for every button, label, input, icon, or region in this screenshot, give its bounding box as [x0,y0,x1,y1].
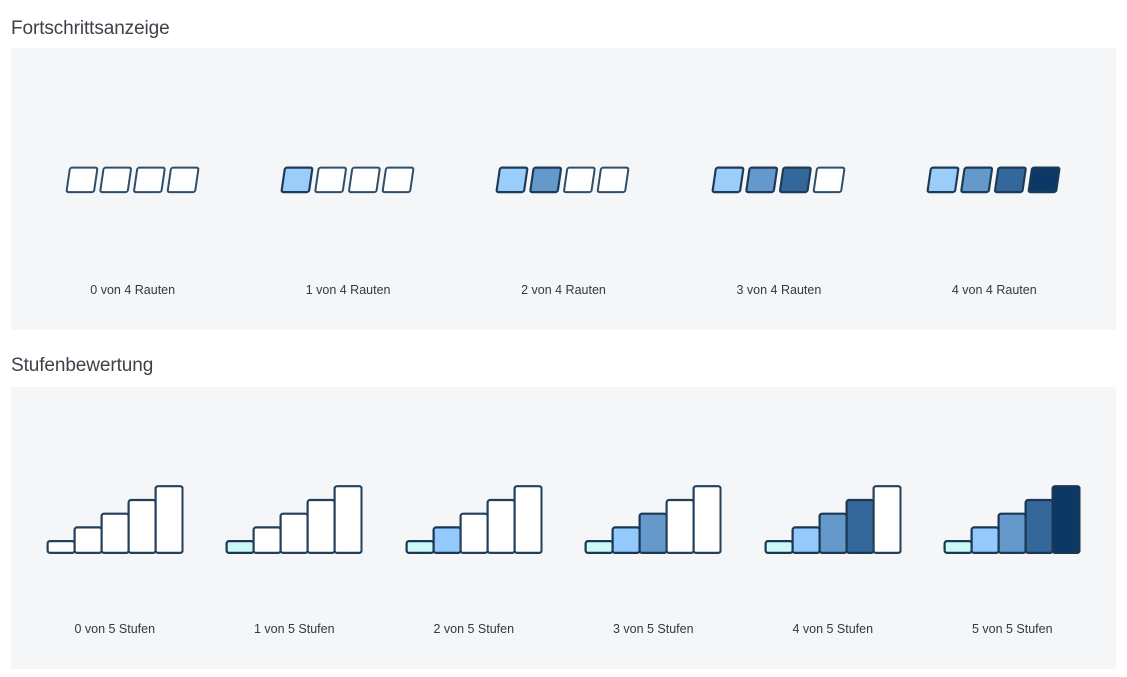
example-caption: 4 von 4 Rauten [951,283,1037,297]
example-cell-diamonds-2: 2 von 4 Rauten [456,48,671,330]
diamonds-graphic-4-of-4 [926,166,1062,194]
example-cell-steps-5: 5 von 5 Stufen [923,387,1103,669]
example-caption: 0 von 4 Rauten [90,283,176,297]
steps-svg [764,485,902,555]
example-cell-diamonds-0: 0 von 4 Rauten [25,48,240,330]
steps-svg [225,485,363,555]
example-cell-steps-3: 3 von 5 Stufen [564,387,744,669]
section-title-fortschrittsanzeige: Fortschrittsanzeige [11,18,170,39]
examples-panel-stufenbewertung: 0 von 5 Stufen 1 von 5 Stufen 2 von 5 Stuf… [11,387,1116,669]
diamonds-graphic-2-of-4 [496,166,631,194]
diamonds-svg [711,166,846,194]
example-cell-steps-4: 4 von 5 Stufen [743,387,923,669]
steps-svg [46,485,184,555]
steps-svg [405,485,543,555]
example-cell-diamonds-1: 1 von 4 Rauten [240,48,455,330]
steps-graphic-3-of-5 [584,484,722,555]
example-cell-steps-1: 1 von 5 Stufen [205,387,385,669]
diamonds-svg [496,166,630,194]
diamonds-graphic-0-of-4 [65,166,200,194]
example-caption: 5 von 5 Stufen [971,622,1053,636]
example-caption: 3 von 4 Rauten [736,283,822,297]
example-caption: 2 von 4 Rauten [521,283,606,297]
example-cell-diamonds-4: 4 von 4 Rauten [887,48,1102,330]
example-cell-steps-0: 0 von 5 Stufen [25,387,205,669]
diamonds-svg [280,166,415,194]
steps-svg [943,485,1081,555]
example-cell-steps-2: 2 von 5 Stufen [384,387,564,669]
component-gallery: Fortschrittsanzeige 0 von 4 Rauten 1 von … [11,18,1116,669]
steps-graphic-0-of-5 [46,484,184,555]
example-cell-diamonds-3: 3 von 4 Rauten [671,48,886,330]
steps-graphic-4-of-5 [764,484,902,555]
steps-graphic-5-of-5 [943,484,1081,555]
steps-graphic-1-of-5 [225,484,363,555]
section-title-stufenbewertung: Stufenbewertung [11,355,154,376]
diamonds-svg [65,166,200,194]
steps-graphic-2-of-5 [405,484,543,555]
diamonds-graphic-3-of-4 [711,166,846,194]
diamonds-svg [926,166,1061,194]
example-caption: 2 von 5 Stufen [433,622,515,636]
example-caption: 1 von 4 Rauten [305,283,391,297]
example-caption: 1 von 5 Stufen [253,622,335,636]
example-caption: 4 von 5 Stufen [792,622,874,636]
examples-panel-fortschrittsanzeige: 0 von 4 Rauten 1 von 4 Rauten 2 von 4 Raut… [11,48,1116,330]
example-caption: 0 von 5 Stufen [74,622,156,636]
diamonds-graphic-1-of-4 [280,166,416,194]
example-caption: 3 von 5 Stufen [612,622,694,636]
steps-svg [584,485,722,555]
